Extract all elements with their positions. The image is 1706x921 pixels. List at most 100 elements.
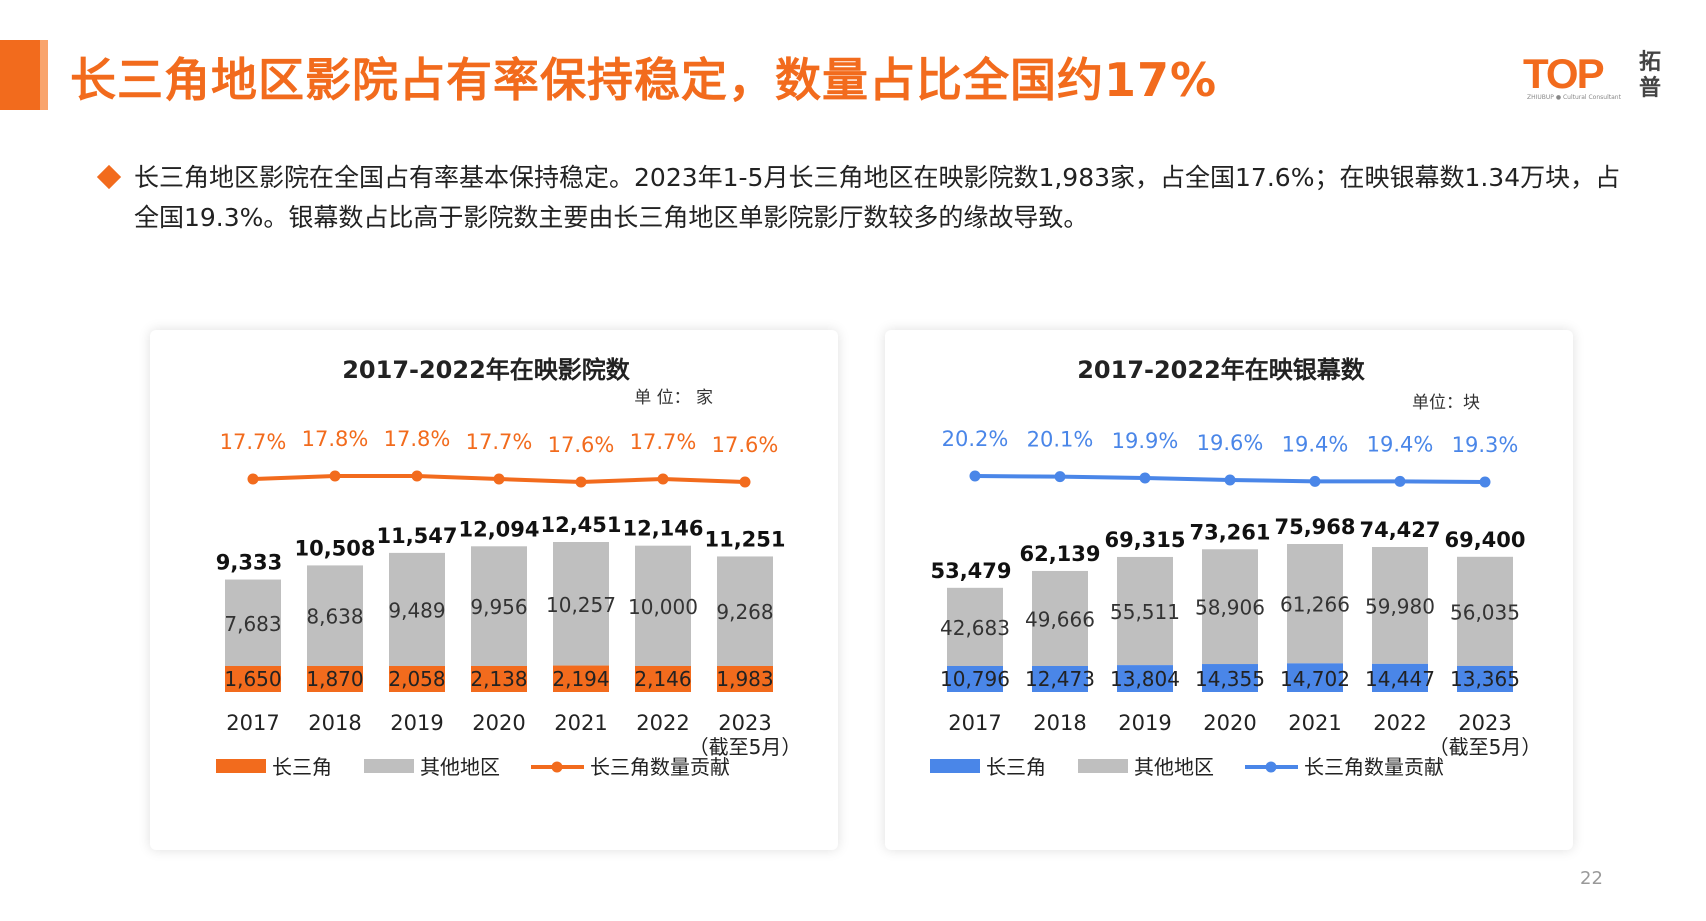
page-title: 长三角地区影院占有率保持稳定，数量占比全国约17% (70, 53, 1218, 107)
bar-other-regions (471, 546, 527, 666)
share-point (739, 476, 751, 488)
title-accent-bar (0, 40, 48, 110)
x-tick-label: 2022 (1373, 711, 1426, 735)
x-tick-label: 2023 (718, 711, 771, 735)
bar-other-regions-label: 49,666 (1025, 607, 1095, 631)
bar-other-regions-label: 56,035 (1450, 600, 1520, 624)
chart-title: 2017-2022年在映影院数 (342, 356, 631, 384)
bar-yangtze-delta (1032, 666, 1088, 692)
bar-other-regions (307, 565, 363, 666)
bar-other-regions-label: 10,257 (546, 593, 616, 617)
bar-yangtze-delta (1117, 665, 1173, 692)
bar-yangtze-delta-label: 13,804 (1110, 667, 1180, 691)
page-number: 22 (1580, 868, 1603, 889)
share-label: 19.3% (1452, 433, 1519, 457)
x-tick-label: 2022 (636, 711, 689, 735)
logo-tagline: ZHIUBUP ● Cultural Consultant (1527, 94, 1621, 101)
legend-label-other-regions: 其他地区 (420, 755, 500, 779)
share-label: 17.7% (466, 430, 533, 454)
share-point (1224, 474, 1236, 486)
bar-total-label: 69,400 (1444, 528, 1525, 552)
x-tick-note: （截至5月） (689, 735, 802, 759)
brand-logo: TOP 拓普 ZHIUBUP ● Cultural Consultant (1523, 50, 1673, 106)
bar-other-regions (1032, 570, 1088, 666)
logo-chinese-name: 拓普 (1639, 50, 1662, 101)
bar-other-regions-label: 61,266 (1280, 593, 1350, 617)
bar-total-label: 74,427 (1359, 518, 1440, 542)
screen-count-chart-card: 2017-2022年在映银幕数 单位：块 20.2% 20.1% 19.9% 19.6% 1… (885, 330, 1573, 850)
bar-total-label: 62,139 (1019, 542, 1100, 566)
x-tick-label: 2018 (1033, 711, 1086, 735)
share-point (657, 473, 669, 485)
legend-label-share: 长三角数量贡献 (590, 755, 730, 779)
bar-yangtze-delta (471, 666, 527, 692)
bar-yangtze-delta-label: 13,365 (1450, 667, 1520, 691)
bar-total-label: 75,968 (1274, 515, 1355, 539)
bar-other-regions (225, 579, 281, 666)
legend-marker-share (551, 761, 563, 773)
bar-total-label: 11,251 (704, 527, 785, 551)
bar-yangtze-delta (1202, 664, 1258, 692)
bar-other-regions-label: 59,980 (1365, 594, 1435, 618)
share-point (1479, 476, 1491, 488)
share-label: 17.8% (384, 427, 451, 451)
share-label: 17.6% (712, 433, 779, 457)
bar-yangtze-delta (1372, 663, 1428, 692)
share-point (1394, 475, 1406, 487)
bar-total-label: 73,261 (1189, 520, 1270, 544)
bar-total-label: 10,508 (294, 536, 375, 560)
share-label: 17.7% (220, 430, 287, 454)
legend-swatch-yangtze-delta (930, 759, 980, 773)
bar-other-regions (717, 556, 773, 666)
share-label: 19.9% (1112, 429, 1179, 453)
x-tick-label: 2020 (472, 711, 525, 735)
bar-other-regions (1202, 549, 1258, 665)
bar-other-regions-label: 55,511 (1110, 600, 1180, 624)
bar-yangtze-delta (553, 665, 609, 692)
bar-other-regions-label: 8,638 (306, 605, 363, 629)
legend-swatch-yangtze-delta (216, 759, 266, 773)
summary-text: 长三角地区影院在全国占有率基本保持稳定。2023年1-5月长三角地区在映影院数1… (134, 163, 1621, 232)
share-point (969, 470, 981, 482)
bar-other-regions-label: 10,000 (628, 595, 698, 619)
unit-label: 单 位： 家 (634, 388, 713, 408)
bar-yangtze-delta-label: 2,146 (634, 667, 691, 691)
unit-label: 单位：块 (1412, 393, 1480, 413)
legend-marker-share (1265, 761, 1277, 773)
summary-paragraph: 长三角地区影院在全国占有率基本保持稳定。2023年1-5月长三角地区在映影院数1… (96, 158, 1622, 238)
legend-label-other-regions: 其他地区 (1134, 755, 1214, 779)
share-point (1139, 472, 1151, 484)
x-tick-label: 2018 (308, 711, 361, 735)
bar-yangtze-delta (947, 666, 1003, 692)
share-point (329, 470, 341, 482)
legend-swatch-other-regions (364, 759, 414, 773)
bar-other-regions (1287, 544, 1343, 664)
bar-other-regions (1372, 547, 1428, 664)
share-label: 17.8% (302, 427, 369, 451)
bar-other-regions (1117, 556, 1173, 666)
legend-label-yangtze-delta: 长三角 (986, 755, 1046, 779)
bar-yangtze-delta (389, 666, 445, 692)
x-tick-label: 2021 (554, 711, 607, 735)
bar-yangtze-delta-label: 14,355 (1195, 667, 1265, 691)
bar-total-label: 53,479 (930, 559, 1011, 583)
bar-yangtze-delta (1457, 665, 1513, 692)
share-point (1054, 471, 1066, 483)
share-point (411, 470, 423, 482)
share-point (575, 476, 587, 488)
logo-wordmark: TOP (1523, 50, 1605, 97)
bar-yangtze-delta (225, 666, 281, 692)
bar-total-label: 11,547 (376, 524, 457, 548)
legend-swatch-other-regions (1078, 759, 1128, 773)
bar-yangtze-delta (307, 666, 363, 692)
bar-yangtze-delta (717, 666, 773, 692)
x-tick-label: 2021 (1288, 711, 1341, 735)
bar-other-regions-label: 9,268 (716, 600, 773, 624)
bar-yangtze-delta-label: 10,796 (940, 667, 1010, 691)
bar-other-regions (389, 552, 445, 666)
share-point (1309, 475, 1321, 487)
x-tick-label: 2019 (390, 711, 443, 735)
share-label: 20.2% (942, 427, 1009, 451)
